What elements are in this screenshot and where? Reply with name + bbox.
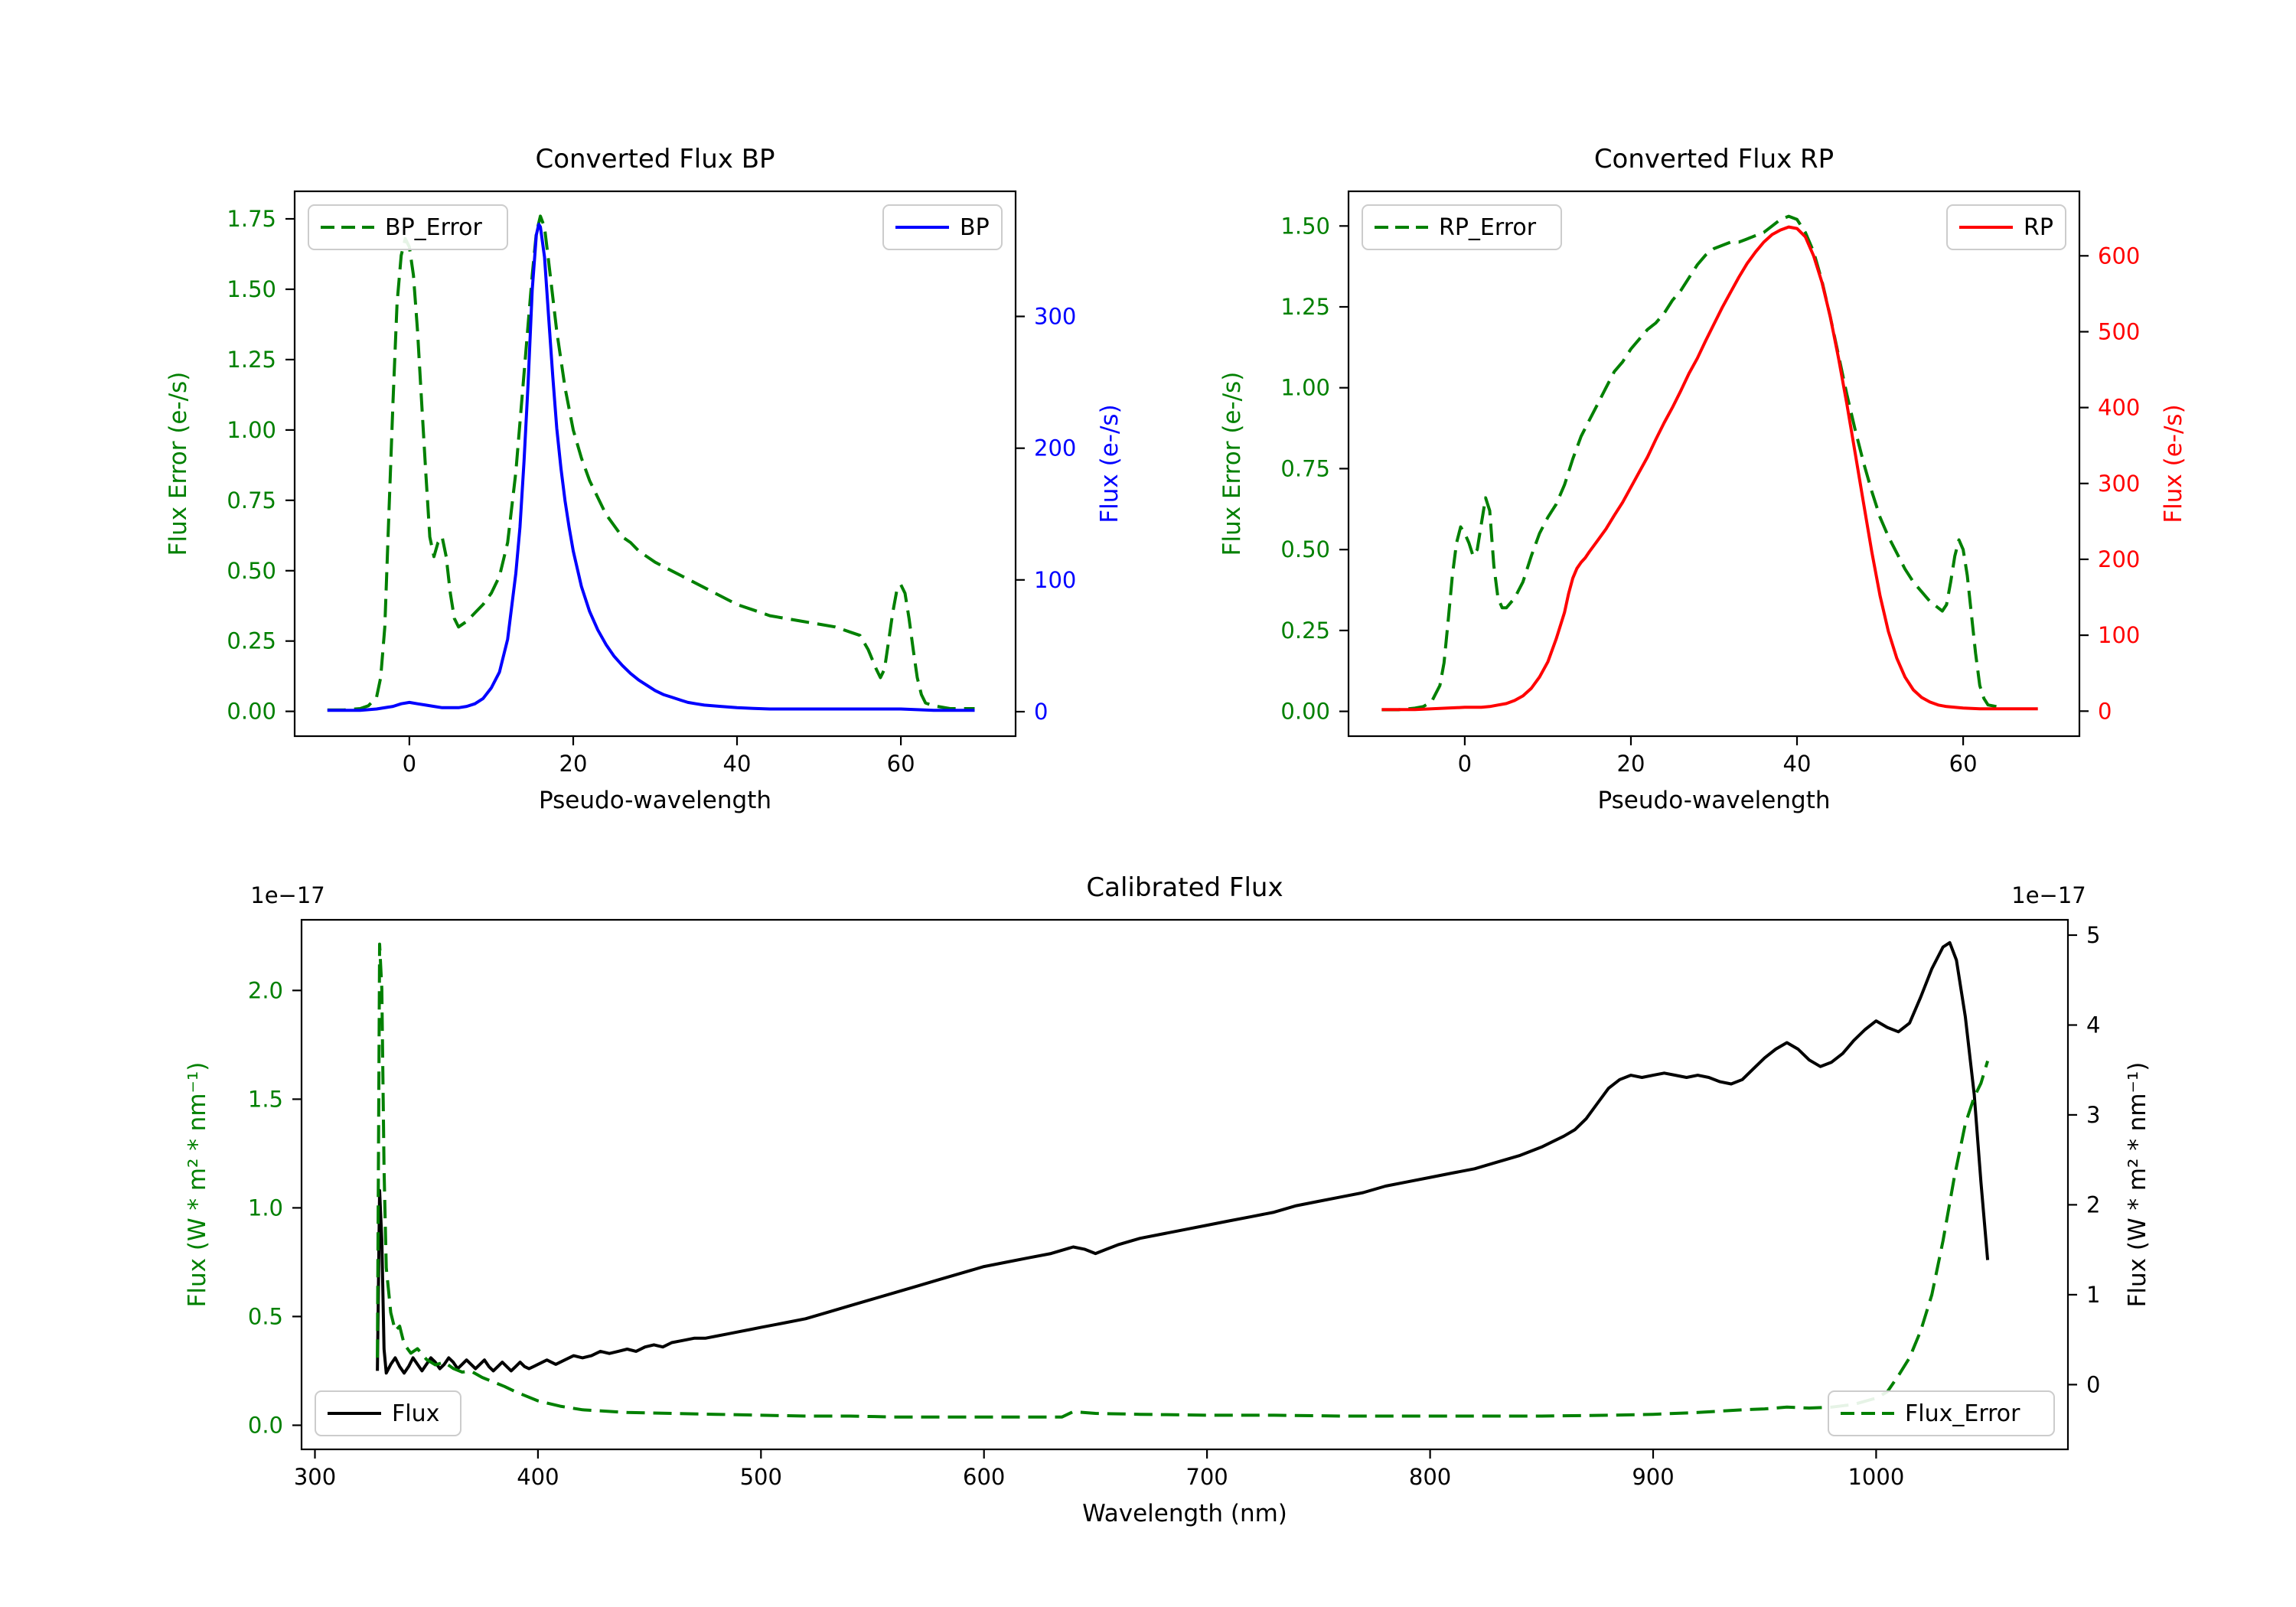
svg-text:RP_Error: RP_Error: [1439, 214, 1537, 241]
axes-frame: [293, 190, 1017, 738]
svg-text:600: 600: [2098, 243, 2140, 269]
legend-RP: RP: [1946, 204, 2066, 250]
legend-RP_Error: RP_Error: [1362, 204, 1562, 250]
svg-text:BP: BP: [960, 214, 990, 241]
svg-text:200: 200: [1034, 435, 1076, 461]
bp-left-yaxis-label: Flux Error (e-/s): [165, 371, 192, 556]
svg-text:900: 900: [1632, 1464, 1674, 1490]
svg-text:Flux_Error: Flux_Error: [1905, 1400, 2020, 1427]
svg-text:60: 60: [1949, 751, 1978, 777]
right-y-ticks: 0 1 2 3 4 5: [2068, 922, 2100, 1397]
bp-xaxis-label: Pseudo-wavelength: [538, 787, 772, 814]
svg-text:500: 500: [740, 1464, 782, 1490]
svg-text:1.50: 1.50: [227, 276, 276, 302]
svg-text:300: 300: [2098, 471, 2140, 497]
right-axis-offset-text: 1e−17: [2011, 882, 2086, 908]
right-y-ticks: 0 100 200 300: [1016, 304, 1076, 725]
Flux-line: [376, 940, 1990, 1375]
bp-right-yaxis-label: Flux (e-/s): [1096, 404, 1124, 523]
x-ticks: 0 20 40 60: [1458, 736, 1978, 777]
svg-text:1.50: 1.50: [1280, 213, 1330, 239]
x-ticks: 0 20 40 60: [403, 736, 915, 777]
svg-text:1.5: 1.5: [248, 1086, 283, 1112]
left-y-ticks: 0.0 0.5 1.0 1.5 2.0: [248, 977, 302, 1439]
legend-Flux_Error: Flux_Error: [1828, 1390, 2055, 1436]
svg-text:2: 2: [2086, 1191, 2100, 1217]
bp-chart-title: Converted Flux BP: [535, 144, 775, 174]
left-y-ticks: 0.00 0.25 0.50 0.75 1.00 1.25 1.50: [1280, 213, 1349, 725]
svg-text:3: 3: [2086, 1102, 2100, 1128]
svg-text:0.0: 0.0: [248, 1413, 283, 1439]
svg-text:Flux: Flux: [392, 1400, 439, 1427]
axes-frame: [300, 918, 2069, 1451]
rp-left-yaxis-label: Flux Error (e-/s): [1218, 371, 1246, 556]
svg-text:4: 4: [2086, 1012, 2100, 1038]
svg-text:1000: 1000: [1848, 1464, 1904, 1490]
calibrated-right-yaxis-label: Flux (W * m² * nm⁻¹): [2124, 1061, 2151, 1308]
legend-BP_Error: BP_Error: [308, 204, 508, 250]
svg-text:BP_Error: BP_Error: [385, 214, 482, 241]
svg-text:1.00: 1.00: [227, 417, 276, 443]
svg-text:60: 60: [887, 751, 915, 777]
calibrated-xaxis-label: Wavelength (nm): [1082, 1500, 1287, 1527]
svg-text:20: 20: [1617, 751, 1645, 777]
svg-text:100: 100: [1034, 567, 1076, 593]
RP_Error-line: [1381, 214, 1997, 712]
svg-text:400: 400: [517, 1464, 559, 1490]
legend-Flux: Flux: [315, 1390, 461, 1436]
svg-text:1: 1: [2086, 1282, 2100, 1308]
svg-text:0.00: 0.00: [1280, 699, 1330, 725]
rp-right-yaxis-label: Flux (e-/s): [2160, 404, 2187, 523]
svg-text:0.75: 0.75: [227, 487, 276, 513]
svg-text:600: 600: [963, 1464, 1005, 1490]
svg-text:0.5: 0.5: [248, 1303, 283, 1329]
svg-text:5: 5: [2086, 922, 2100, 948]
svg-text:1.0: 1.0: [248, 1195, 283, 1221]
axes-frame: [1347, 190, 2081, 738]
BP_Error-line: [327, 214, 975, 712]
svg-text:400: 400: [2098, 395, 2140, 421]
left-y-ticks: 0.00 0.25 0.50 0.75 1.00 1.25 1.50 1.75: [227, 206, 295, 725]
svg-text:40: 40: [1783, 751, 1812, 777]
x-ticks: 300 400 500 600 700 800 900 1000: [294, 1449, 1904, 1490]
svg-text:40: 40: [723, 751, 752, 777]
svg-text:0.25: 0.25: [227, 628, 276, 654]
svg-text:20: 20: [559, 751, 588, 777]
svg-text:800: 800: [1409, 1464, 1451, 1490]
Flux_Error-line: [376, 942, 1990, 1419]
svg-text:0.00: 0.00: [227, 699, 276, 725]
svg-text:500: 500: [2098, 319, 2140, 345]
svg-text:0: 0: [403, 751, 416, 777]
svg-text:2.0: 2.0: [248, 977, 283, 1003]
svg-text:0.50: 0.50: [1280, 536, 1330, 562]
svg-text:700: 700: [1186, 1464, 1228, 1490]
svg-text:0.25: 0.25: [1280, 618, 1330, 644]
svg-text:RP: RP: [2024, 214, 2053, 241]
svg-text:0: 0: [2086, 1371, 2100, 1397]
svg-text:1.00: 1.00: [1280, 375, 1330, 401]
BP-line: [327, 223, 975, 712]
svg-text:0.50: 0.50: [227, 558, 276, 584]
svg-text:1.25: 1.25: [1280, 294, 1330, 320]
svg-text:100: 100: [2098, 622, 2140, 648]
svg-text:200: 200: [2098, 546, 2140, 572]
calibrated-chart-title: Calibrated Flux: [1086, 872, 1283, 903]
right-y-ticks: 0 100 200 300 400 500 600: [2079, 243, 2140, 724]
svg-text:0: 0: [1458, 751, 1472, 777]
rp-xaxis-label: Pseudo-wavelength: [1597, 787, 1831, 814]
RP-line: [1381, 225, 2038, 712]
calibrated-left-yaxis-label: Flux (W * m² * nm⁻¹): [184, 1061, 211, 1308]
svg-text:1.75: 1.75: [227, 206, 276, 232]
svg-text:0: 0: [2098, 698, 2112, 724]
rp-chart-title: Converted Flux RP: [1593, 144, 1835, 174]
left-axis-offset-text: 1e−17: [250, 882, 325, 908]
legend-BP: BP: [882, 204, 1003, 250]
svg-text:300: 300: [294, 1464, 336, 1490]
svg-text:0: 0: [1034, 699, 1048, 725]
svg-text:0.75: 0.75: [1280, 455, 1330, 481]
svg-text:300: 300: [1034, 304, 1076, 330]
svg-text:1.25: 1.25: [227, 347, 276, 373]
